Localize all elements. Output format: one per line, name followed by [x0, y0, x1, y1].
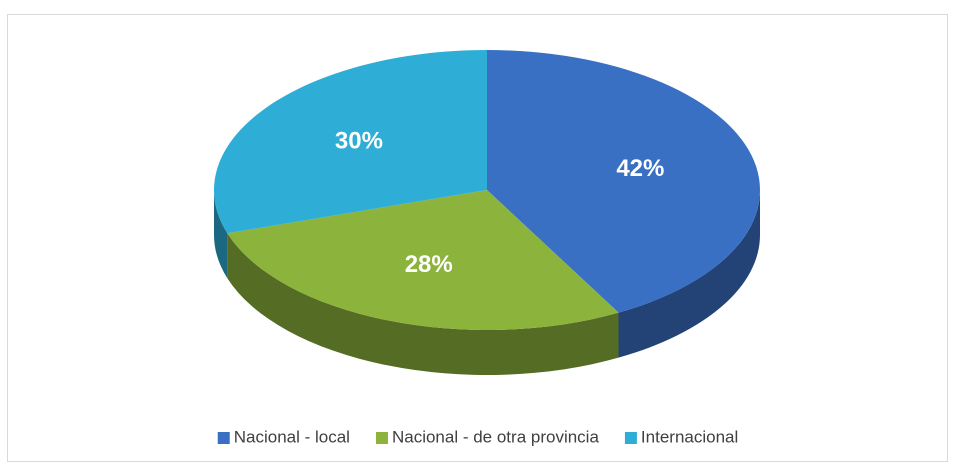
pie-slice — [213, 50, 487, 234]
legend-swatch — [217, 432, 230, 444]
pie-side — [618, 190, 760, 358]
legend-swatch — [624, 432, 637, 444]
legend-label: Internacional — [641, 427, 738, 446]
data-label: 28% — [405, 251, 453, 278]
pie-side — [227, 233, 619, 375]
pie-slice — [227, 190, 619, 330]
legend-label: Nacional - local — [234, 427, 350, 446]
legend-label: Nacional - de otra provincia — [392, 427, 599, 446]
pie-slice — [487, 50, 760, 313]
data-label: 30% — [335, 128, 383, 155]
legend-swatch — [375, 432, 388, 444]
pie-side — [214, 190, 228, 279]
data-label: 42% — [616, 155, 664, 182]
